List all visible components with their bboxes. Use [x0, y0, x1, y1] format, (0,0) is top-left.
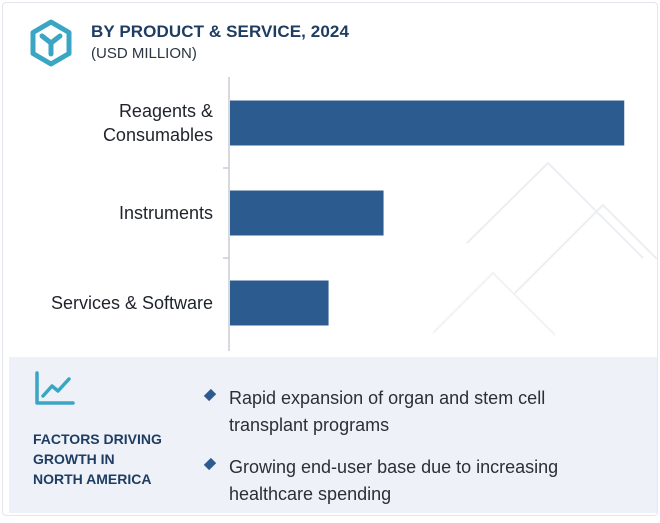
factor-text: Growing end-user base due to increasing …	[229, 457, 559, 504]
bar-chart: Reagents & Consumables Instruments Services…	[51, 77, 625, 351]
factors-heading: FACTORS DRIVING GROWTH IN NORTH AMERICA	[33, 431, 162, 487]
chart-title: BY PRODUCT & SERVICE, 2024	[91, 22, 349, 41]
category-label: Reagents & Consumables	[103, 101, 213, 145]
chart-unit-subtitle: (USD MILLION)	[91, 45, 197, 62]
category-label: Services & Software	[51, 293, 213, 313]
background-chevron-decoration	[432, 161, 657, 336]
bar	[230, 280, 329, 326]
category-label: Instruments	[119, 203, 213, 223]
chart-card: BY PRODUCT & SERVICE, 2024 (USD MILLION)…	[2, 2, 658, 516]
diamond-bullet-icon	[203, 457, 217, 471]
factor-text: Rapid expansion of organ and stem cell t…	[229, 388, 546, 435]
bar	[230, 100, 625, 146]
trend-up-chart-icon	[35, 371, 75, 405]
factor-item: Rapid expansion of organ and stem cell t…	[203, 385, 605, 439]
factors-list: Rapid expansion of organ and stem cell t…	[203, 385, 605, 515]
diamond-bullet-icon	[203, 388, 217, 402]
factors-panel: FACTORS DRIVING GROWTH IN NORTH AMERICA …	[9, 357, 657, 513]
bar	[230, 190, 384, 236]
factor-item: Growing end-user base due to increasing …	[203, 454, 605, 508]
hexagon-y-logo-icon	[30, 19, 72, 67]
